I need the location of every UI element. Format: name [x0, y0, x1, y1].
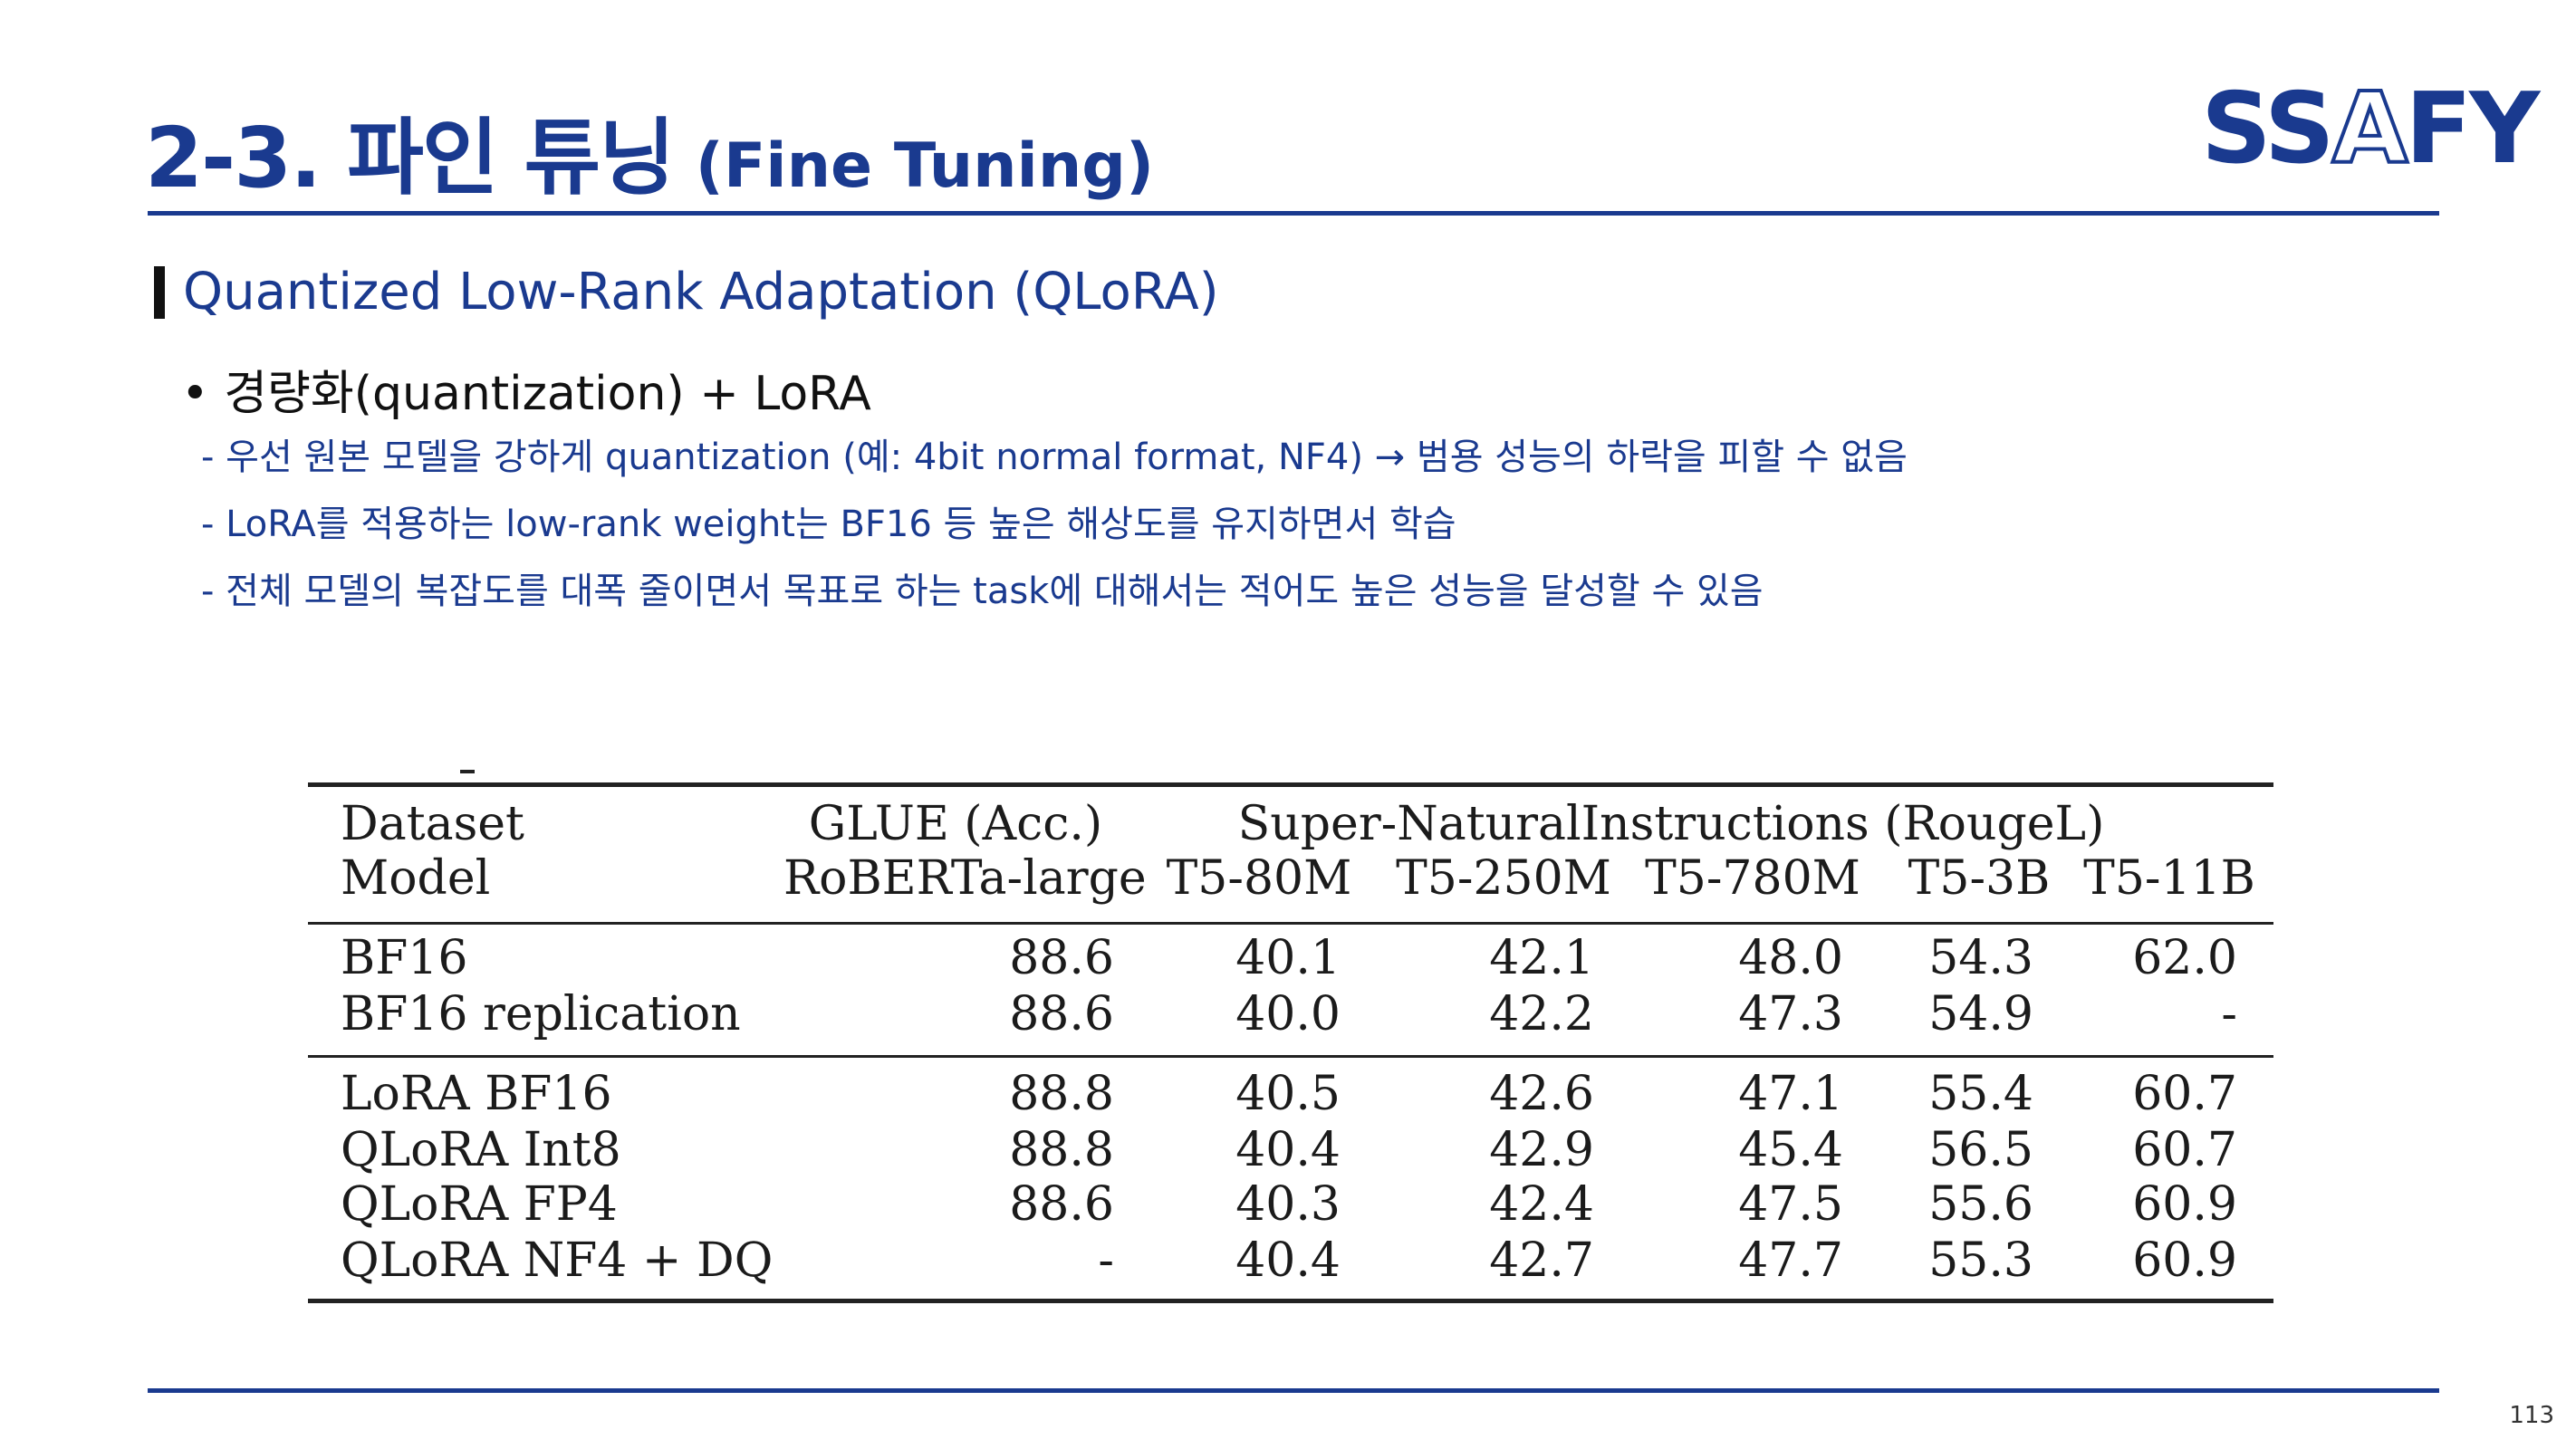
table-cell-r1-c2: 40.1 [1235, 931, 1341, 985]
table-cell-r5-c2: 40.3 [1235, 1177, 1341, 1232]
table-cell-r3-c6: 60.7 [2132, 1067, 2237, 1121]
table-cell-r1-c1: 88.6 [1009, 931, 1114, 985]
section-title: Quantized Low-Rank Adaptation (QLoRA) [183, 263, 1219, 321]
row-label-5: QLoRA FP4 [341, 1177, 618, 1232]
header-super-natural-instructions: Super-NaturalInstructions (RougeL) [1237, 797, 2105, 851]
table-cell-r1-c6: 62.0 [2132, 931, 2237, 985]
header-glue: GLUE (Acc.) [808, 797, 1103, 851]
logo-text-2: A [2331, 72, 2410, 186]
page-title-sub: (Fine Tuning) [695, 130, 1155, 202]
header-model-label: Model [341, 851, 491, 906]
column-header-5: T5-3B [1908, 851, 2051, 906]
column-header-3: T5-250M [1396, 851, 1611, 906]
column-header-1: RoBERTa-large [783, 851, 1147, 906]
table-cell-r4-c5: 56.5 [1928, 1123, 2033, 1177]
table-cell-r6-c4: 47.7 [1738, 1233, 1843, 1288]
table-header-rule [308, 922, 2273, 925]
table-cell-r3-c3: 42.6 [1489, 1067, 1594, 1121]
column-header-4: T5-780M [1645, 851, 1860, 906]
table-cell-r4-c6: 60.7 [2132, 1123, 2237, 1177]
bullet-point: • 경량화(quantization) + LoRA [181, 367, 871, 421]
logo-text-3: FY [2405, 72, 2540, 186]
table-cell-r2-c1: 88.6 [1009, 987, 1114, 1041]
table-cell-r3-c2: 40.5 [1235, 1067, 1341, 1121]
table-cell-r3-c4: 47.1 [1738, 1067, 1843, 1121]
table-cell-r1-c4: 48.0 [1738, 931, 1843, 985]
table-cell-r6-c1: - [1098, 1233, 1114, 1288]
results-table: Dataset Model GLUE (Acc.) Super-NaturalInst… [308, 770, 2273, 1313]
column-header-6: T5-11B [2083, 851, 2255, 906]
table-group-rule [308, 1055, 2273, 1058]
row-label-6: QLoRA NF4 + DQ [341, 1233, 774, 1288]
table-cell-r4-c1: 88.8 [1009, 1123, 1114, 1177]
table-cell-r6-c5: 55.3 [1928, 1233, 2033, 1288]
section-heading: Quantized Low-Rank Adaptation (QLoRA) [154, 263, 1219, 321]
sub-point-3: - 전체 모델의 복잡도를 대폭 줄이면서 목표로 하는 task에 대해서는 … [201, 571, 1764, 612]
column-header-2: T5-80M [1166, 851, 1352, 906]
sub-point-1: - 우선 원본 모델을 강하게 quantization (예: 4bit no… [201, 437, 1908, 478]
table-cell-r2-c3: 42.2 [1489, 987, 1594, 1041]
row-label-2: BF16 replication [341, 987, 741, 1041]
page-title-main: 2-3. 파인 튜닝 [145, 110, 676, 206]
table-cell-r4-c3: 42.9 [1489, 1123, 1594, 1177]
table-cell-r4-c2: 40.4 [1235, 1123, 1341, 1177]
table-cell-r2-c5: 54.9 [1928, 987, 2033, 1041]
row-label-3: LoRA BF16 [341, 1067, 612, 1121]
table-cell-r6-c6: 60.9 [2132, 1233, 2237, 1288]
table-cell-r6-c3: 42.7 [1489, 1233, 1594, 1288]
table-cell-r2-c4: 47.3 [1738, 987, 1843, 1041]
table-cell-r5-c4: 47.5 [1738, 1177, 1843, 1232]
table-cell-r5-c6: 60.9 [2132, 1177, 2237, 1232]
ssafy-logo: SSAFY [2201, 78, 2540, 181]
table-cell-r4-c4: 45.4 [1738, 1123, 1843, 1177]
sub-point-2: - LoRA를 적용하는 low-rank weight는 BF16 등 높은 … [201, 504, 1456, 545]
table-cell-r2-c2: 40.0 [1235, 987, 1341, 1041]
row-label-1: BF16 [341, 931, 468, 985]
row-label-4: QLoRA Int8 [341, 1123, 621, 1177]
table-cell-r1-c3: 42.1 [1489, 931, 1594, 985]
logo-text-1: SS [2201, 72, 2335, 186]
header-divider [148, 211, 2439, 216]
table-cell-r2-c6: - [2221, 987, 2237, 1041]
table-cell-r5-c1: 88.6 [1009, 1177, 1114, 1232]
table-cell-r1-c5: 54.3 [1928, 931, 2033, 985]
page-number: 113 [2509, 1402, 2554, 1429]
table-cell-r5-c3: 42.4 [1489, 1177, 1594, 1232]
table-bottom-rule [308, 1299, 2273, 1303]
sub-point-list: - 우선 원본 모델을 강하게 quantization (예: 4bit no… [201, 433, 1908, 634]
table-cell-r3-c1: 88.8 [1009, 1067, 1114, 1121]
table-cell-r6-c2: 40.4 [1235, 1233, 1341, 1288]
table-top-tick [460, 770, 475, 773]
page-title: 2-3. 파인 튜닝 (Fine Tuning) [145, 91, 1154, 211]
footer-divider [148, 1388, 2439, 1393]
table-cell-r3-c5: 55.4 [1928, 1067, 2033, 1121]
table-top-rule [308, 782, 2273, 787]
section-marker [154, 265, 165, 319]
header-dataset-label: Dataset [341, 797, 524, 851]
table-cell-r5-c5: 55.6 [1928, 1177, 2033, 1232]
